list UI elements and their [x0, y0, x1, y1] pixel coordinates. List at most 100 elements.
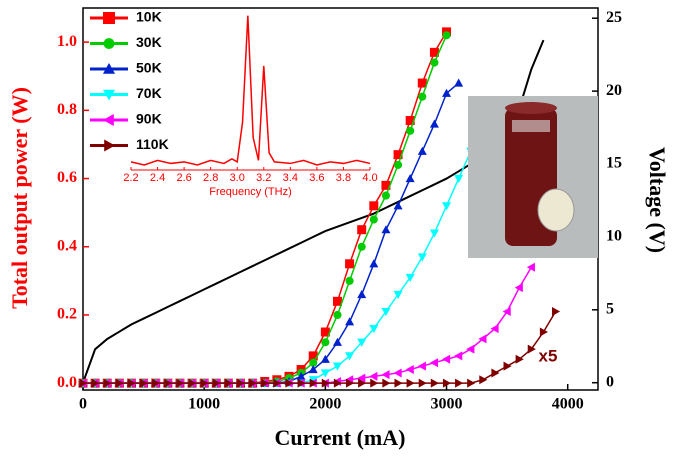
marker [479, 375, 487, 384]
legend-label: 30K [136, 34, 162, 50]
marker [321, 369, 330, 377]
marker [442, 355, 450, 364]
marker [103, 12, 115, 24]
y-tick-label: 0.4 [57, 237, 77, 254]
x-tick-label: 2000 [309, 396, 341, 413]
y2-axis-title: Voltage (V) [645, 147, 670, 253]
marker [394, 379, 402, 388]
marker [370, 215, 378, 223]
marker [430, 119, 439, 127]
x-tick-label: 3.0 [230, 172, 245, 184]
marker [442, 202, 451, 210]
marker [394, 368, 402, 377]
x-tick-label: 3.4 [283, 172, 298, 184]
marker [346, 277, 354, 285]
y-tick-label: 0.8 [57, 101, 77, 118]
y2-tick-label: 20 [606, 82, 622, 99]
marker [358, 243, 366, 251]
marker [333, 363, 342, 371]
y-tick-label: 0.6 [57, 169, 77, 186]
marker [418, 253, 427, 261]
chart: Current (mA) Total output power (W) Volt… [0, 0, 675, 458]
x-tick-label: 4000 [552, 396, 584, 413]
x-tick-label: 2.2 [123, 172, 138, 184]
marker [467, 379, 475, 388]
legend-label: 70K [136, 85, 162, 101]
y2-tick-label: 15 [606, 155, 622, 172]
legend-label: 50K [136, 60, 162, 76]
y-tick-label: 0.0 [57, 374, 77, 391]
photo-label [512, 120, 550, 132]
marker [504, 362, 512, 371]
series-line [83, 83, 459, 383]
x-tick-label: 2.8 [203, 172, 218, 184]
x-tick-label: 3.2 [256, 172, 271, 184]
series-line [83, 267, 531, 383]
marker [503, 307, 511, 316]
x-tick-label: 3.6 [309, 172, 324, 184]
x-tick-label: 1000 [188, 396, 220, 413]
y-tick-label: 1.0 [57, 33, 77, 50]
marker [406, 174, 415, 182]
marker [381, 225, 390, 233]
marker [419, 379, 427, 388]
marker [382, 192, 390, 200]
y2-tick-label: 5 [606, 300, 614, 317]
legend-label: 90K [136, 111, 162, 127]
marker [430, 59, 438, 67]
x-tick-label: 0 [79, 396, 87, 413]
marker [491, 368, 499, 377]
marker [369, 201, 378, 210]
y-tick-label: 0.2 [57, 306, 77, 323]
x-tick-label: 4.0 [362, 172, 377, 184]
x-tick-label: 3000 [431, 396, 463, 413]
marker [431, 379, 439, 388]
marker [466, 345, 474, 354]
marker [418, 93, 426, 101]
device-photo [468, 96, 598, 258]
legend-label: 110K [136, 136, 169, 152]
marker [394, 161, 402, 169]
marker [345, 259, 354, 268]
marker [345, 317, 354, 325]
marker [515, 283, 523, 292]
marker [382, 379, 390, 388]
marker [321, 338, 329, 346]
marker [454, 351, 462, 360]
series-line [83, 312, 556, 384]
marker [369, 259, 378, 267]
marker [103, 114, 114, 126]
marker [442, 31, 450, 39]
marker [552, 307, 560, 316]
marker [333, 311, 341, 319]
inset-x-axis-title: Frequency (THz) [209, 186, 292, 198]
legend-label: 10K [136, 9, 162, 25]
marker [381, 370, 389, 379]
marker [454, 79, 463, 87]
photo-window [538, 189, 574, 231]
marker [454, 175, 463, 183]
x-tick-label: 2.4 [150, 172, 165, 184]
marker [406, 127, 414, 135]
x-axis-title: Current (mA) [275, 425, 406, 450]
x-tick-label: 2.6 [176, 172, 191, 184]
y2-tick-label: 10 [606, 228, 622, 245]
y-axis-title: Total output power (W) [7, 87, 32, 309]
annotation: x5 [539, 346, 558, 365]
marker [104, 38, 115, 49]
marker [357, 225, 366, 234]
y2-tick-label: 25 [606, 9, 622, 26]
marker [407, 379, 415, 388]
marker [357, 290, 366, 298]
y2-tick-label: 0 [606, 373, 614, 390]
marker [527, 263, 535, 272]
marker [430, 358, 438, 367]
marker [104, 140, 115, 152]
x-tick-label: 3.8 [336, 172, 351, 184]
photo-cylinder-top [505, 102, 557, 114]
marker [418, 362, 426, 371]
marker [455, 379, 463, 388]
marker [406, 365, 414, 374]
marker [333, 338, 342, 346]
marker [540, 328, 548, 337]
